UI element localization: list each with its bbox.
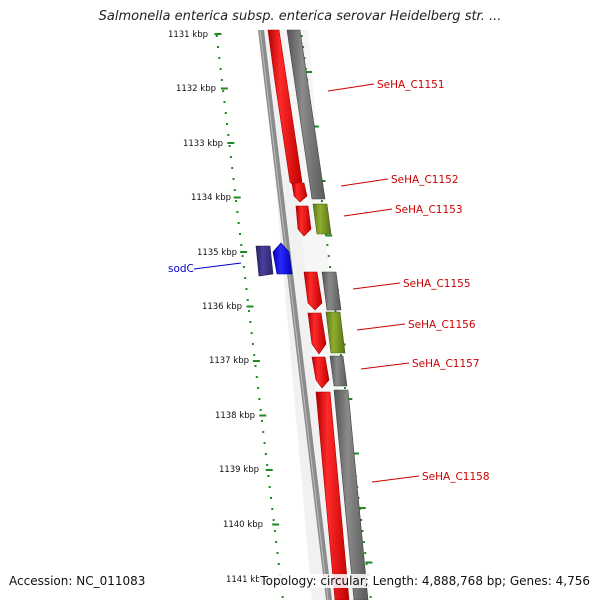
gene-label-seha-c1157[interactable]: SeHA_C1157 — [412, 358, 480, 370]
tick-label: 1140 kbp — [223, 520, 263, 530]
tick-label: 1133 kbp — [183, 139, 223, 149]
leader-seha-c1155 — [352, 282, 401, 290]
cds-feature-seha-c1155[interactable] — [321, 271, 342, 311]
gene-label-seha-c1156[interactable]: SeHA_C1156 — [408, 319, 476, 331]
gene-label-seha-c1158[interactable]: SeHA_C1158 — [422, 471, 490, 483]
topology-summary: Topology: circular; Length: 4,888,768 bp… — [259, 574, 591, 588]
tick-label: 1131 kbp — [168, 30, 208, 40]
gene-label-seha-c1153[interactable]: SeHA_C1153 — [395, 204, 463, 216]
tick-label: 1138 kbp — [215, 411, 255, 421]
leader-seha-c1152 — [340, 178, 389, 187]
gene-feature-seha-c1153[interactable] — [295, 205, 312, 237]
gene-label-seha-c1155[interactable]: SeHA_C1155 — [403, 278, 471, 290]
gene-label-sodc[interactable]: sodC — [168, 263, 194, 275]
cds-feature-seha-c1158[interactable] — [333, 389, 369, 600]
leader-seha-c1156 — [356, 323, 406, 331]
label-leaders — [193, 83, 420, 483]
tick-label: 1141 kbp — [226, 575, 266, 585]
forward-track-shadow — [262, 30, 340, 600]
tick-label: 1134 kbp — [191, 193, 231, 203]
tick-label: 1139 kbp — [219, 465, 259, 475]
ruler-labels: 1131 kbp 1132 kbp 1133 kbp 1134 kbp 1135… — [168, 30, 266, 585]
gene-feature-seha-c1156[interactable] — [307, 312, 327, 355]
leader-sodc — [193, 262, 242, 270]
gene-feature-sodc[interactable] — [272, 242, 293, 275]
gene-feature-seha-c1158[interactable] — [315, 391, 350, 600]
gene-label-seha-c1152[interactable]: SeHA_C1152 — [391, 174, 459, 186]
gene-feature-seha-c1157[interactable] — [311, 356, 330, 389]
misc-feature-seha-c1153[interactable] — [312, 203, 332, 235]
gene-feature-seha-c1155[interactable] — [303, 271, 323, 311]
misc-feature-seha-c1156[interactable] — [325, 311, 346, 354]
gene-labels: SeHA_C1151 SeHA_C1152 SeHA_C1153 SeHA_C1… — [168, 79, 490, 483]
ruler-minor-ticks-left — [215, 35, 284, 598]
tick-label: 1135 kbp — [197, 248, 237, 258]
leader-seha-c1158 — [371, 475, 420, 483]
tick-label: 1137 kbp — [209, 356, 249, 366]
leader-seha-c1157 — [360, 362, 410, 370]
cds-feature-seha-c1151[interactable] — [286, 29, 326, 200]
accession-label: Accession: NC_011083 — [9, 574, 146, 588]
cds-feature-sodc[interactable] — [255, 245, 274, 277]
genome-backbone-highlight — [259, 29, 329, 600]
features — [255, 29, 369, 600]
tick-label: 1136 kbp — [202, 302, 242, 312]
gene-feature-seha-c1152[interactable] — [291, 182, 308, 203]
leader-seha-c1153 — [343, 208, 393, 217]
gene-label-seha-c1151[interactable]: SeHA_C1151 — [377, 79, 445, 91]
genome-title: Salmonella enterica subsp. enterica sero… — [98, 9, 502, 24]
leader-seha-c1151 — [327, 83, 375, 92]
tick-label: 1132 kbp — [176, 84, 216, 94]
cds-feature-seha-c1157[interactable] — [329, 355, 348, 387]
